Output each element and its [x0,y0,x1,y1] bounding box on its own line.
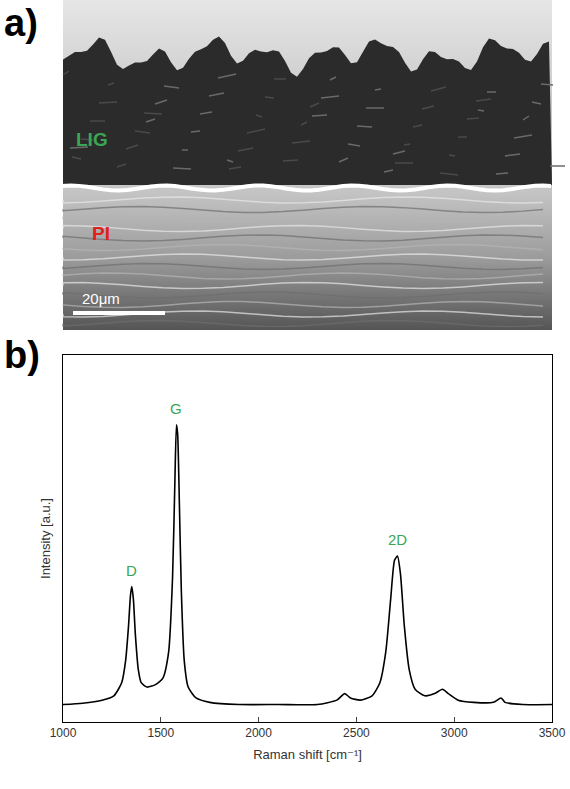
svg-text:D: D [126,562,137,579]
svg-text:20μm: 20μm [82,290,120,307]
svg-text:G: G [170,400,182,417]
svg-text:1500: 1500 [147,726,174,740]
svg-text:2500: 2500 [343,726,370,740]
svg-text:3000: 3000 [441,726,468,740]
svg-text:Intensity [a.u.]: Intensity [a.u.] [38,498,53,579]
html-text:a): a) [4,2,38,44]
svg-text:Raman shift [cm⁻¹]: Raman shift [cm⁻¹] [253,747,362,762]
svg-text:1000: 1000 [50,726,77,740]
svg-text:LIG: LIG [76,129,108,150]
svg-text:2D: 2D [388,531,407,548]
svg-text:2000: 2000 [245,726,272,740]
svg-text:PI: PI [92,223,110,244]
html-text:b): b) [4,334,40,376]
svg-text:3500: 3500 [539,726,566,740]
